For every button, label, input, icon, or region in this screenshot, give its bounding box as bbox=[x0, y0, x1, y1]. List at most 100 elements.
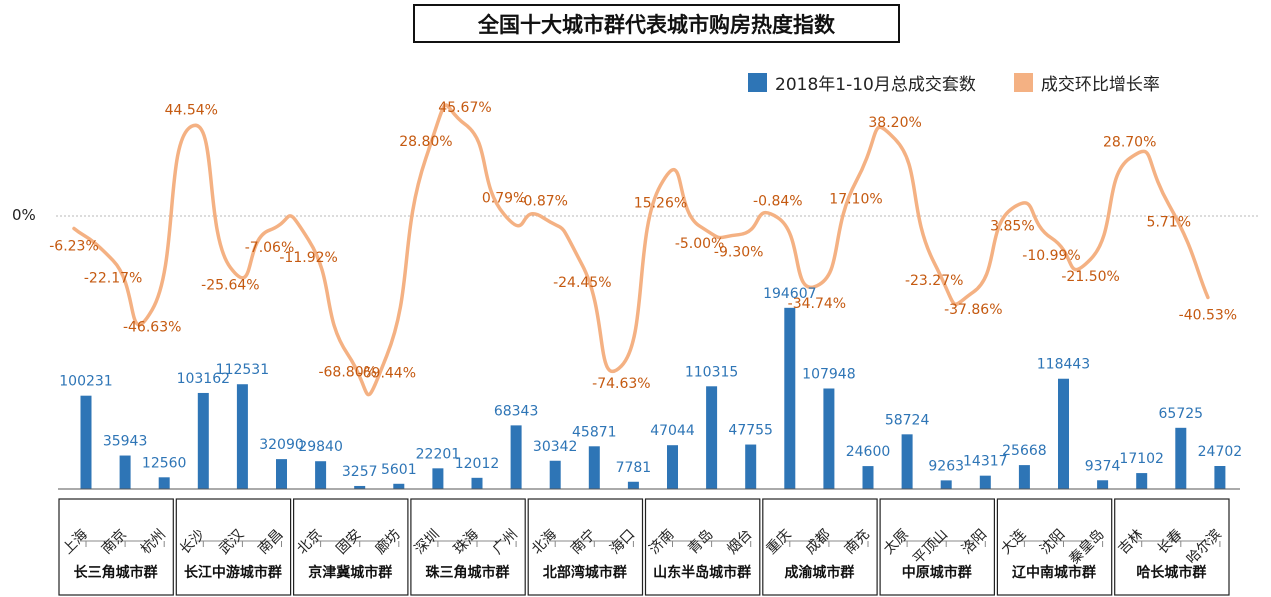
rate-label-广州: 0.79% bbox=[482, 190, 526, 206]
bar-太原 bbox=[901, 434, 913, 489]
bar-烟台 bbox=[745, 444, 757, 489]
city-label-固安: 固安 bbox=[333, 527, 364, 558]
rate-label-青岛: -5.00% bbox=[675, 236, 725, 252]
bar-北京 bbox=[315, 461, 327, 489]
rate-label-南京: -22.17% bbox=[84, 271, 142, 287]
rate-label-廊坊: -69.44% bbox=[358, 366, 416, 382]
bar-长沙 bbox=[197, 392, 209, 489]
bar-广州 bbox=[510, 425, 522, 489]
city-label-南充: 南充 bbox=[842, 527, 873, 558]
city-label-成都: 成都 bbox=[803, 527, 834, 558]
group-label-珠三角城市群: 珠三角城市群 bbox=[426, 564, 510, 581]
bar-上海 bbox=[80, 395, 92, 489]
bar-固安 bbox=[354, 485, 366, 489]
city-label-杭州: 杭州 bbox=[138, 527, 169, 558]
rate-label-济南: 15.26% bbox=[634, 195, 687, 211]
bar-吉林 bbox=[1136, 473, 1148, 489]
bar-label-海口: 7781 bbox=[616, 460, 652, 476]
bar-平顶山 bbox=[940, 480, 952, 489]
city-label-南京: 南京 bbox=[99, 527, 130, 558]
rate-label-重庆: -0.84% bbox=[753, 194, 803, 210]
bar-label-南宁: 45871 bbox=[572, 424, 617, 440]
city-label-上海: 上海 bbox=[60, 527, 91, 558]
city-label-长沙: 长沙 bbox=[177, 527, 208, 558]
bar-哈尔滨 bbox=[1214, 466, 1226, 489]
bar-label-南充: 24600 bbox=[846, 444, 891, 460]
bar-珠海 bbox=[471, 477, 483, 489]
rate-label-海口: -74.63% bbox=[592, 376, 650, 392]
legend-item-bar: 2018年1-10月总成交套数 bbox=[748, 70, 976, 95]
legend-item-line: 成交环比增长率 bbox=[1013, 70, 1160, 95]
bar-label-南京: 35943 bbox=[103, 434, 148, 450]
rate-label-北海: -0.87% bbox=[518, 194, 568, 210]
bar-南宁 bbox=[588, 446, 600, 489]
city-label-北海: 北海 bbox=[529, 527, 560, 558]
rate-label-平顶山: -23.27% bbox=[905, 273, 963, 289]
group-label-辽中南城市群: 辽中南城市群 bbox=[1012, 564, 1096, 581]
legend-label-bar: 2018年1-10月总成交套数 bbox=[775, 75, 976, 95]
city-label-洛阳: 洛阳 bbox=[959, 527, 990, 558]
city-label-武汉: 武汉 bbox=[216, 527, 247, 558]
bar-label-北京: 29840 bbox=[298, 439, 343, 455]
bar-廊坊 bbox=[393, 483, 405, 489]
city-label-南宁: 南宁 bbox=[567, 526, 599, 558]
bar-label-上海: 100231 bbox=[59, 374, 112, 390]
bar-深圳 bbox=[432, 468, 444, 489]
bar-label-廊坊: 5601 bbox=[381, 462, 417, 478]
bar-大连 bbox=[1018, 465, 1030, 489]
bar-长春 bbox=[1175, 427, 1187, 489]
rate-label-深圳: 28.80% bbox=[399, 134, 452, 150]
city-label-秦皇岛: 秦皇岛 bbox=[1066, 527, 1107, 568]
bar-海口 bbox=[627, 481, 639, 489]
bar-label-长沙: 103162 bbox=[177, 371, 230, 387]
rate-label-哈尔滨: -40.53% bbox=[1179, 307, 1237, 323]
rate-label-长春: 5.71% bbox=[1147, 215, 1191, 231]
rate-label-太原: 38.20% bbox=[868, 115, 921, 131]
rate-label-沈阳: -10.99% bbox=[1022, 248, 1080, 264]
city-label-沈阳: 沈阳 bbox=[1037, 527, 1068, 558]
bar-杭州 bbox=[158, 477, 170, 489]
group-label-中原城市群: 中原城市群 bbox=[902, 564, 972, 581]
rate-label-固安: -68.80% bbox=[318, 364, 376, 380]
bar-label-深圳: 22201 bbox=[416, 446, 461, 462]
bar-label-大连: 25668 bbox=[1002, 443, 1047, 459]
city-label-重庆: 重庆 bbox=[764, 527, 795, 558]
rate-label-成都: -34.74% bbox=[788, 296, 846, 312]
group-label-成渝城市群: 成渝城市群 bbox=[784, 564, 854, 581]
legend-label-line: 成交环比增长率 bbox=[1040, 75, 1160, 95]
group-box-哈长城市群 bbox=[1114, 498, 1230, 596]
city-label-海口: 海口 bbox=[607, 527, 638, 558]
legend-swatch-line bbox=[1013, 73, 1033, 92]
group-label-山东半岛城市群: 山东半岛城市群 bbox=[653, 564, 751, 581]
bar-label-青岛: 110315 bbox=[685, 364, 738, 380]
group-label-京津冀城市群: 京津冀城市群 bbox=[308, 564, 392, 581]
bar-秦皇岛 bbox=[1097, 480, 1109, 489]
bar-南京 bbox=[119, 455, 131, 489]
rate-label-武汉: -25.64% bbox=[201, 278, 259, 294]
bar-label-固安: 3257 bbox=[342, 464, 378, 480]
rate-label-烟台: -9.30% bbox=[714, 245, 764, 261]
city-label-廊坊: 廊坊 bbox=[372, 526, 404, 558]
bar-label-北海: 30342 bbox=[533, 439, 578, 455]
bar-南充 bbox=[862, 466, 874, 489]
bar-成都 bbox=[823, 388, 835, 489]
chart-title: 全国十大城市群代表城市购房热度指数 bbox=[413, 4, 900, 43]
bar-label-重庆: 194607 bbox=[763, 286, 816, 302]
bar-label-哈尔滨: 24702 bbox=[1198, 444, 1243, 460]
group-label-哈长城市群: 哈长城市群 bbox=[1136, 564, 1206, 581]
group-label-长江中游城市群: 长江中游城市群 bbox=[184, 564, 282, 581]
bar-label-洛阳: 14317 bbox=[963, 454, 1008, 470]
group-label-北部湾城市群: 北部湾城市群 bbox=[543, 564, 627, 581]
rate-label-吉林: 28.70% bbox=[1103, 134, 1156, 150]
group-box-长三角城市群 bbox=[58, 498, 174, 596]
city-label-珠海: 珠海 bbox=[451, 527, 482, 558]
legend: 2018年1-10月总成交套数 成交环比增长率 bbox=[748, 70, 1160, 95]
bar-青岛 bbox=[706, 386, 718, 489]
city-label-济南: 济南 bbox=[646, 527, 677, 558]
city-label-南昌: 南昌 bbox=[255, 527, 286, 558]
bar-南昌 bbox=[276, 459, 287, 489]
bar-重庆 bbox=[784, 307, 796, 489]
rate-label-上海: -6.23% bbox=[49, 239, 99, 255]
city-label-青岛: 青岛 bbox=[685, 527, 716, 558]
